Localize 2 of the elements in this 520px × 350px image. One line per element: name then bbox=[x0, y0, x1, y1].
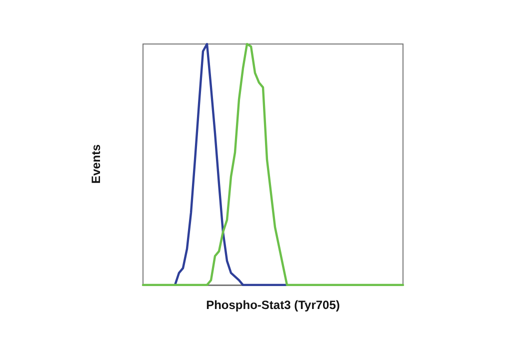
y-axis-title: Events bbox=[89, 144, 103, 184]
x-axis-title: Phospho-Stat3 (Tyr705) bbox=[206, 298, 340, 312]
